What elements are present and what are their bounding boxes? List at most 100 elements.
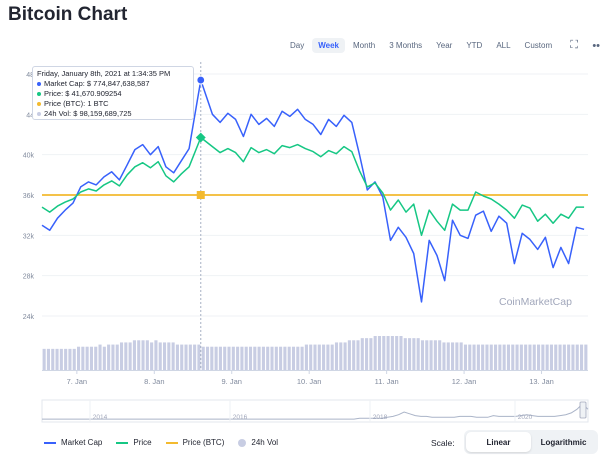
- volume-bar: [184, 344, 188, 370]
- volume-bar: [528, 344, 532, 370]
- y-tick-label: 24k: [23, 314, 35, 321]
- volume-bar: [562, 344, 566, 370]
- watermark-text: CoinMarketCap: [499, 296, 572, 308]
- volume-bar: [300, 346, 304, 370]
- volume-bar: [141, 340, 145, 370]
- volume-bar: [326, 344, 330, 370]
- range-button-custom[interactable]: Custom: [524, 41, 553, 50]
- volume-bar: [386, 336, 390, 370]
- legend-swatch: [238, 438, 247, 447]
- volume-bar: [162, 342, 167, 370]
- volume-bar: [343, 342, 347, 370]
- x-tick-label: 9. Jan: [222, 377, 242, 386]
- volume-bar: [584, 344, 588, 370]
- x-tick-label: 11. Jan: [375, 377, 399, 386]
- volume-bar: [309, 344, 313, 370]
- chart-legend: Market Cap Price Price (BTC) 24h Vol: [44, 438, 292, 447]
- volume-bar: [403, 338, 407, 370]
- volume-bar: [390, 336, 394, 370]
- legend-label: Market Cap: [61, 438, 103, 447]
- volume-bar: [51, 348, 55, 370]
- volume-bar: [72, 348, 76, 370]
- volume-bar: [270, 346, 274, 370]
- volume-bar: [248, 346, 253, 370]
- volume-bar: [549, 344, 554, 370]
- volume-bar: [107, 344, 111, 370]
- legend-swatch: [116, 441, 129, 444]
- x-tick-label: 13. Jan: [529, 377, 554, 386]
- y-tick-label: 44: [26, 112, 34, 119]
- volume-bar: [227, 346, 231, 370]
- navigator-frame[interactable]: [41, 399, 589, 423]
- volume-bar: [128, 342, 132, 370]
- volume-bar: [395, 336, 399, 370]
- bitcoin-chart[interactable]: 48 44 40k 36k 32k 28k 24k 7. Jan 8. Jan 9. Jan 10.…: [0, 0, 600, 430]
- y-tick-label: 36k: [23, 193, 35, 200]
- more-options-icon[interactable]: •••: [592, 39, 600, 52]
- volume-bar: [485, 344, 489, 370]
- y-tick-label: 48: [26, 72, 34, 79]
- volume-bar: [291, 346, 296, 370]
- tooltip-row: Price (BTC): 1 BTC: [37, 99, 189, 109]
- range-button-all[interactable]: ALL: [496, 41, 511, 50]
- y-tick-label: 40k: [23, 153, 35, 160]
- range-button-year[interactable]: Year: [436, 41, 453, 50]
- volume-bar: [532, 344, 536, 370]
- volume-bar: [373, 336, 377, 370]
- legend-label: 24h Vol: [251, 438, 279, 447]
- volume-bar: [416, 338, 420, 370]
- volume-bar: [455, 342, 459, 370]
- y-tick-label: 28k: [23, 274, 35, 281]
- volume-bar: [369, 338, 373, 370]
- volume-bar: [442, 342, 446, 370]
- legend-item-price[interactable]: Price: [116, 438, 152, 447]
- range-button-ytd[interactable]: YTD: [466, 41, 483, 50]
- volume-bar: [433, 340, 437, 370]
- chart-tooltip: Friday, January 8th, 2021 at 1:34:35 PM …: [32, 66, 194, 120]
- page-title: Bitcoin Chart: [8, 4, 128, 25]
- volume-bar: [175, 344, 179, 370]
- legend-item-market-cap[interactable]: Market Cap: [44, 438, 102, 447]
- volume-bar: [154, 340, 158, 370]
- volume-bar: [494, 344, 498, 370]
- volume-bar: [304, 344, 308, 370]
- volume-bar: [111, 344, 115, 370]
- navigator-tick-label: 2016: [233, 414, 248, 421]
- volume-bar: [502, 344, 506, 370]
- range-button-3-months[interactable]: 3 Months: [389, 41, 423, 50]
- volume-bar: [519, 344, 523, 370]
- volume-bar: [459, 342, 463, 370]
- volume-bar: [124, 342, 128, 370]
- legend-item-price-btc[interactable]: Price (BTC): [165, 438, 224, 447]
- volume-bar: [76, 346, 81, 370]
- tooltip-row: 24h Vol: $ 98,159,689,725: [37, 109, 189, 119]
- tooltip-row-label: 24h Vol: $ 98,159,689,725: [44, 109, 132, 118]
- volume-bar: [313, 344, 317, 370]
- volume-bar: [463, 344, 468, 370]
- volume-bar: [261, 346, 265, 370]
- range-button-week[interactable]: Week: [312, 38, 345, 53]
- volume-bar: [171, 342, 175, 370]
- navigator-handle[interactable]: [579, 401, 587, 419]
- volume-bar: [347, 340, 351, 370]
- x-tick-label: 10. Jan: [297, 377, 322, 386]
- volume-bar: [188, 344, 192, 370]
- volume-bar: [244, 346, 248, 370]
- fullscreen-icon[interactable]: ⛶: [570, 39, 578, 51]
- navigator-tick-label: 2018: [373, 414, 388, 421]
- volume-bar: [468, 344, 472, 370]
- volume-bar: [150, 342, 154, 370]
- scale-linear-button[interactable]: Linear: [466, 432, 531, 452]
- volume-bar: [102, 346, 106, 370]
- range-button-day[interactable]: Day: [290, 41, 305, 50]
- tooltip-row-label: Price (BTC): 1 BTC: [44, 99, 109, 108]
- tooltip-row: Market Cap: $ 774,847,638,587: [37, 79, 189, 89]
- volume-bar: [46, 348, 50, 370]
- volume-bar: [541, 344, 545, 370]
- volume-bar: [511, 344, 515, 370]
- legend-item-24h-vol[interactable]: 24h Vol: [238, 438, 278, 447]
- scale-label: Scale:: [431, 438, 455, 448]
- legend-swatch: [44, 441, 56, 444]
- range-button-month[interactable]: Month: [353, 41, 376, 50]
- scale-logarithmic-button[interactable]: Logarithmic: [540, 437, 587, 447]
